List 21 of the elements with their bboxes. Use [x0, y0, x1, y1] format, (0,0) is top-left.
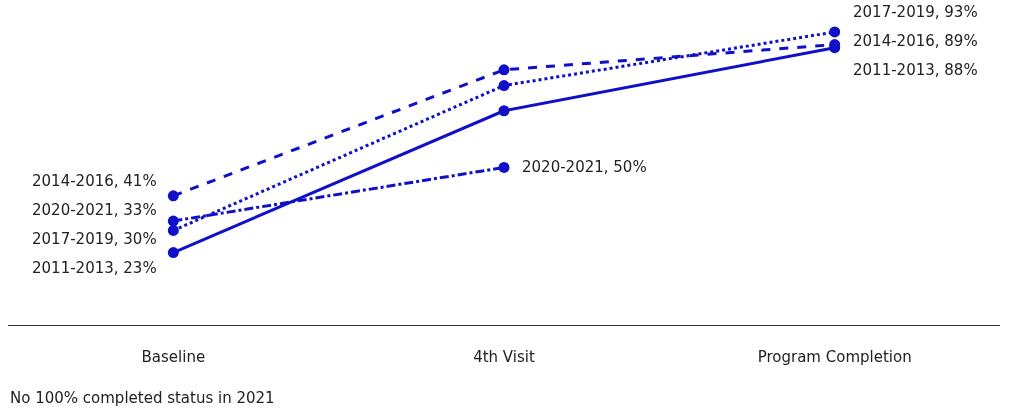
- data-label: 2017-2019, 93%: [853, 3, 978, 21]
- point: [829, 26, 841, 38]
- data-label: 2014-2016, 41%: [32, 172, 157, 190]
- point: [167, 247, 179, 259]
- data-label: 2014-2016, 89%: [853, 32, 978, 50]
- point: [167, 224, 179, 236]
- data-label: 2020-2021, 50%: [522, 158, 647, 176]
- x-tick-label: Program Completion: [757, 348, 912, 366]
- point: [498, 64, 510, 76]
- text: No 100% completed status in 2021: [10, 389, 275, 407]
- x-tick-label: 4th Visit: [473, 348, 535, 366]
- point: [167, 215, 179, 227]
- data-label: 2011-2013, 23%: [32, 259, 157, 277]
- x-tick-label: Baseline: [141, 348, 206, 366]
- point: [498, 105, 510, 117]
- point: [167, 190, 179, 202]
- point: [498, 80, 510, 92]
- data-label: 2011-2013, 88%: [853, 61, 978, 79]
- data-label: 2017-2019, 30%: [32, 230, 157, 248]
- data-label: 2020-2021, 33%: [32, 201, 157, 219]
- point: [498, 161, 510, 173]
